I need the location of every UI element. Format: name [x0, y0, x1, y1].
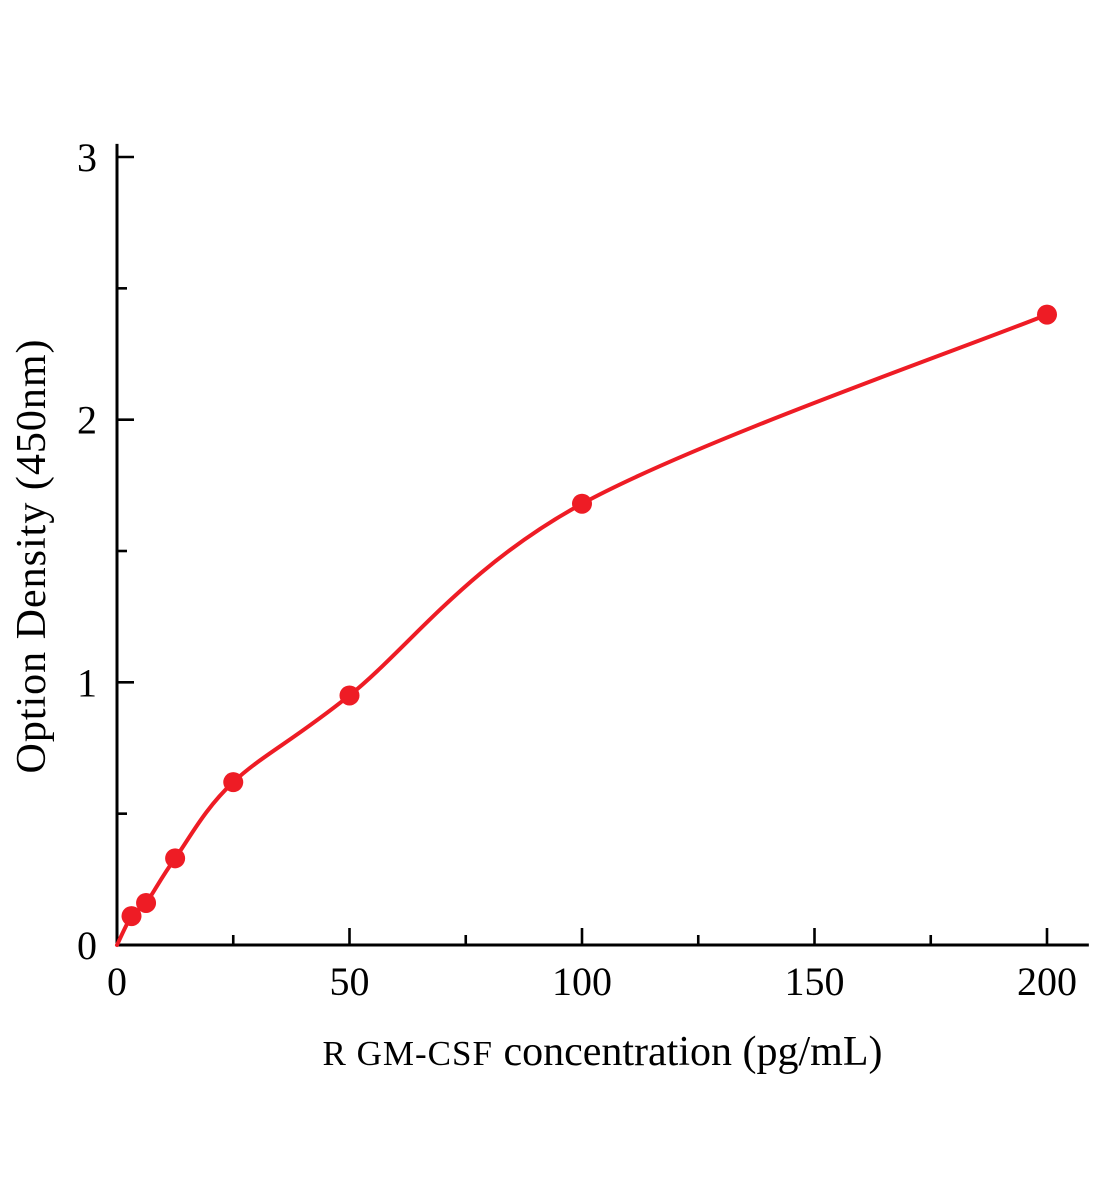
y-tick-label: 0: [77, 923, 97, 968]
y-tick-label: 1: [77, 660, 97, 705]
x-tick-label: 200: [1017, 959, 1077, 1004]
x-tick-label: 150: [785, 959, 845, 1004]
y-tick-label: 3: [77, 135, 97, 180]
x-tick-label: 0: [107, 959, 127, 1004]
x-axis-title-prefix: R GM-CSF: [322, 1034, 493, 1073]
data-point: [1037, 304, 1057, 325]
x-axis-title: R GM-CSF concentration (pg/mL): [115, 1028, 1090, 1076]
data-point: [572, 493, 592, 514]
data-point: [121, 906, 142, 927]
data-point: [136, 892, 157, 913]
data-point: [223, 772, 244, 793]
data-point: [339, 685, 360, 706]
x-axis-title-rest: concentration (pg/mL): [503, 1029, 883, 1075]
x-tick-label: 50: [330, 959, 370, 1004]
y-tick-label: 2: [77, 398, 97, 443]
fit-curve: [115, 312, 1049, 947]
x-tick-label: 100: [552, 959, 612, 1004]
y-axis-title: Option Density (450nm): [9, 338, 55, 774]
data-point: [165, 848, 186, 869]
